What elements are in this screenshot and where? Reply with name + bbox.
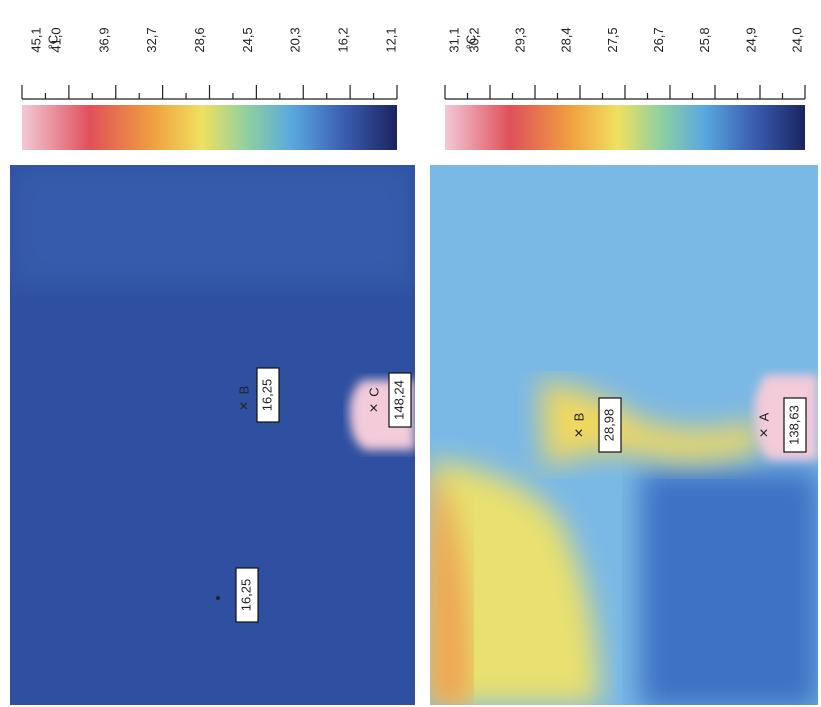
scale-tick-label: 41,0	[48, 27, 63, 52]
marker-cross: ×	[571, 428, 588, 437]
marker-cross: ×	[236, 401, 253, 410]
scale-tick-label: 20,3	[288, 27, 303, 52]
marker-value: 148,24	[391, 380, 406, 420]
scale-tick-label: 28,6	[192, 27, 207, 52]
scale-tick-label: 27,5	[605, 27, 620, 52]
ruler	[22, 85, 805, 99]
scale-max: 31,1	[446, 27, 461, 52]
marker-cross: ×	[366, 403, 383, 412]
thermal-image	[10, 165, 415, 705]
scale-tick-label: 24,5	[240, 27, 255, 52]
scale-tick-label: 32,7	[144, 27, 159, 52]
scale-tick-label: 16,2	[336, 27, 351, 52]
marker-name: B	[571, 413, 586, 422]
color-bar	[445, 105, 805, 150]
marker-name: A	[756, 412, 771, 421]
scale-tick-label: 28,4	[559, 27, 574, 52]
scale-max: 45,1	[28, 27, 43, 52]
scale-tick-label: 12,1	[383, 27, 398, 52]
marker-name: C	[366, 387, 381, 396]
marker-value: 138,63	[786, 405, 801, 445]
scale-tick-label: 24,9	[743, 27, 758, 52]
scale-tick-label: 25,8	[697, 27, 712, 52]
scale-tick-label: 30,2	[466, 27, 481, 52]
marker-name: B	[236, 386, 251, 395]
marker-cross: ×	[756, 428, 773, 437]
scale-tick-label: 24,0	[789, 27, 804, 52]
marker-value: 16,25	[238, 579, 253, 612]
marker-point	[216, 596, 220, 600]
scale-tick-label: 36,9	[96, 27, 111, 52]
scale-tick-label: 26,7	[651, 27, 666, 52]
marker-value: 16,25	[259, 379, 274, 412]
scale-tick-label: 29,3	[513, 27, 528, 52]
color-bar	[22, 105, 397, 150]
thermal-figure: 45,1°C41,036,932,728,624,520,316,212,116…	[0, 0, 821, 707]
marker-value: 28,98	[601, 409, 616, 442]
